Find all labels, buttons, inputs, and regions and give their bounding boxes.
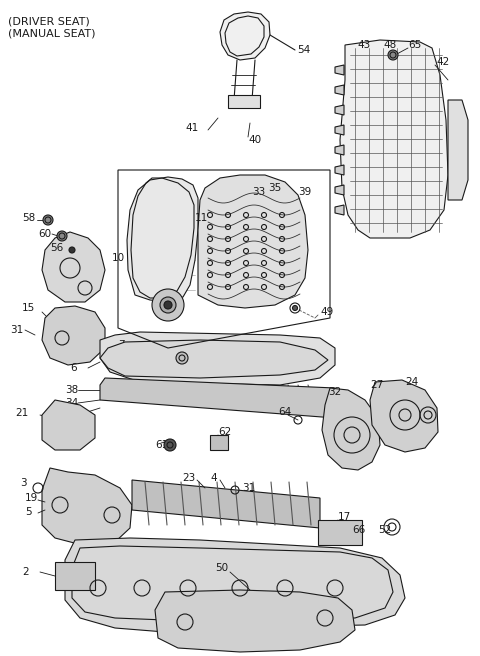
Text: 3: 3 [20, 478, 26, 488]
Polygon shape [335, 125, 344, 135]
Text: 21: 21 [15, 408, 28, 418]
Circle shape [164, 301, 172, 309]
Polygon shape [100, 378, 340, 418]
Polygon shape [42, 306, 105, 365]
Polygon shape [335, 205, 344, 215]
Text: 5: 5 [25, 507, 32, 517]
Polygon shape [322, 388, 380, 470]
Text: 42: 42 [436, 57, 449, 67]
Polygon shape [340, 40, 448, 238]
Text: 49: 49 [320, 307, 333, 317]
Text: 32: 32 [328, 387, 341, 397]
Circle shape [230, 98, 240, 108]
Text: 39: 39 [298, 187, 311, 197]
Text: 31: 31 [242, 483, 255, 493]
Polygon shape [335, 85, 344, 95]
Polygon shape [100, 332, 335, 385]
Polygon shape [55, 562, 95, 590]
Text: 50: 50 [215, 563, 228, 573]
Text: 54: 54 [297, 45, 310, 55]
Text: 64: 64 [278, 407, 291, 417]
Text: 33: 33 [252, 187, 265, 197]
Polygon shape [335, 145, 344, 155]
Text: 62: 62 [218, 427, 231, 437]
Circle shape [164, 439, 176, 451]
Polygon shape [155, 590, 355, 652]
Text: 44: 44 [65, 410, 78, 420]
Text: 23: 23 [182, 473, 195, 483]
Circle shape [152, 289, 184, 321]
Text: 35: 35 [268, 183, 281, 193]
Text: 24: 24 [405, 377, 418, 387]
Text: (DRIVER SEAT): (DRIVER SEAT) [8, 16, 90, 26]
Text: 7: 7 [118, 340, 125, 350]
Circle shape [292, 306, 298, 310]
Polygon shape [100, 340, 328, 378]
Text: 60: 60 [38, 229, 51, 239]
Polygon shape [335, 165, 344, 175]
Text: 10: 10 [112, 253, 125, 263]
Polygon shape [42, 468, 132, 545]
Circle shape [176, 352, 188, 364]
Polygon shape [335, 185, 344, 195]
Text: 17: 17 [338, 512, 351, 522]
Circle shape [43, 215, 53, 225]
Text: 34: 34 [65, 398, 78, 408]
Text: 2: 2 [22, 567, 29, 577]
Polygon shape [65, 538, 405, 632]
Circle shape [247, 98, 257, 108]
Polygon shape [198, 175, 308, 308]
Text: (MANUAL SEAT): (MANUAL SEAT) [8, 28, 96, 38]
Text: 65: 65 [408, 40, 421, 50]
Text: 41: 41 [185, 123, 198, 133]
Polygon shape [42, 400, 95, 450]
Text: 48: 48 [383, 40, 396, 50]
Polygon shape [335, 105, 344, 115]
Text: 11: 11 [195, 213, 208, 223]
Text: 6: 6 [70, 363, 77, 373]
Polygon shape [318, 520, 362, 545]
Text: 31: 31 [10, 325, 23, 335]
Text: 61: 61 [155, 440, 168, 450]
Polygon shape [228, 95, 260, 108]
Polygon shape [132, 480, 320, 528]
Polygon shape [42, 232, 105, 302]
Circle shape [69, 247, 75, 253]
Text: 43: 43 [357, 40, 370, 50]
Text: 58: 58 [22, 213, 35, 223]
Polygon shape [220, 12, 270, 60]
Text: 4: 4 [210, 473, 216, 483]
Text: 56: 56 [50, 243, 63, 253]
Text: 66: 66 [352, 525, 365, 535]
Text: 38: 38 [65, 385, 78, 395]
Circle shape [160, 297, 176, 313]
Text: 27: 27 [370, 380, 383, 390]
Circle shape [57, 231, 67, 241]
Text: 19: 19 [25, 493, 38, 503]
Polygon shape [127, 177, 198, 302]
Text: 15: 15 [22, 303, 35, 313]
Text: 52: 52 [378, 525, 391, 535]
Polygon shape [448, 100, 468, 200]
Circle shape [388, 50, 398, 60]
Polygon shape [210, 435, 228, 450]
Polygon shape [335, 65, 344, 75]
Text: 40: 40 [248, 135, 261, 145]
Polygon shape [370, 380, 438, 452]
